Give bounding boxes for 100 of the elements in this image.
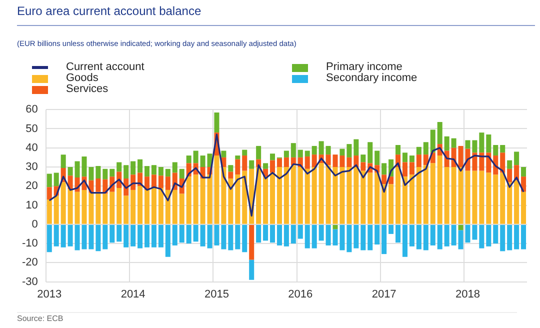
legend-label: Services <box>66 83 108 95</box>
bar <box>68 167 73 176</box>
bar <box>507 160 512 169</box>
bar <box>193 174 198 224</box>
bar <box>416 146 422 155</box>
bar <box>360 224 366 250</box>
y-tick-label: 20 <box>26 180 38 192</box>
bar <box>514 180 520 224</box>
bar <box>423 165 428 224</box>
bar <box>444 167 450 224</box>
bar <box>479 132 484 153</box>
bar <box>284 224 289 246</box>
bar <box>507 224 512 250</box>
y-tick-label: 30 <box>26 161 38 174</box>
bar <box>102 194 108 224</box>
bar <box>388 176 394 184</box>
bar <box>479 170 484 224</box>
bar <box>326 146 331 155</box>
source-note: Source: ECB <box>17 314 64 323</box>
bar <box>472 170 478 224</box>
bar <box>116 188 122 224</box>
bar <box>68 224 73 246</box>
bar <box>138 186 143 224</box>
bar <box>60 154 66 168</box>
bar <box>46 224 52 252</box>
bar <box>430 163 436 224</box>
bar <box>486 172 492 224</box>
bar <box>256 146 262 160</box>
x-tick-label: 2016 <box>288 288 313 300</box>
bar <box>214 112 220 133</box>
bar <box>382 163 387 175</box>
bar <box>298 150 303 158</box>
bar <box>151 224 156 248</box>
bar <box>458 224 464 230</box>
bar <box>221 150 226 158</box>
bar <box>221 224 226 250</box>
bar <box>130 224 136 246</box>
bar <box>409 156 414 162</box>
bar <box>382 224 387 254</box>
y-tick-label: 40 <box>26 142 38 154</box>
x-tick-label: 2014 <box>120 288 146 300</box>
x-tick-label: 2013 <box>37 288 62 300</box>
bar <box>110 224 115 243</box>
bar <box>346 157 352 167</box>
bar <box>396 224 401 243</box>
bar <box>270 172 276 224</box>
bar <box>60 182 66 224</box>
bar <box>235 174 240 224</box>
bar <box>354 167 359 224</box>
bar <box>179 168 184 178</box>
bar <box>451 138 456 148</box>
bar <box>430 130 436 153</box>
x-tick-label: 2015 <box>204 288 229 300</box>
bar <box>430 224 436 246</box>
bar <box>396 167 401 224</box>
bar <box>186 224 192 244</box>
bar <box>416 167 422 224</box>
bar <box>304 168 310 224</box>
bar <box>360 170 366 224</box>
bar <box>514 152 520 166</box>
bar <box>472 224 478 240</box>
bar <box>124 224 129 248</box>
bar <box>312 167 317 224</box>
bar <box>479 152 484 171</box>
bar <box>472 140 478 153</box>
legend-label: Primary income <box>326 61 402 73</box>
bar <box>507 182 512 224</box>
bar <box>172 162 178 173</box>
bar <box>270 154 276 160</box>
y-tick-label: 50 <box>26 122 38 135</box>
bar <box>451 167 456 224</box>
bar <box>304 224 310 248</box>
bar <box>423 142 428 155</box>
chart-title: Euro area current account balance <box>17 4 202 18</box>
bar <box>388 184 394 224</box>
bar <box>500 224 506 252</box>
bar <box>242 224 248 252</box>
bar <box>346 144 352 158</box>
bar <box>290 165 296 224</box>
bar <box>304 150 310 156</box>
bar <box>158 176 164 188</box>
bar <box>68 189 73 224</box>
bar <box>444 136 450 151</box>
bar <box>437 156 442 224</box>
bar <box>172 190 178 224</box>
bar <box>493 144 498 156</box>
bar <box>493 174 498 224</box>
bar <box>228 178 234 224</box>
bar <box>318 163 324 224</box>
bar <box>312 224 317 248</box>
bar <box>110 168 115 177</box>
y-tick-label: -20 <box>22 256 38 269</box>
bar <box>318 141 324 155</box>
bar <box>514 224 520 250</box>
bar <box>179 224 184 243</box>
bar <box>409 174 414 224</box>
bar <box>402 176 408 224</box>
bar <box>228 224 234 250</box>
bar <box>500 172 506 224</box>
bar <box>151 188 156 224</box>
